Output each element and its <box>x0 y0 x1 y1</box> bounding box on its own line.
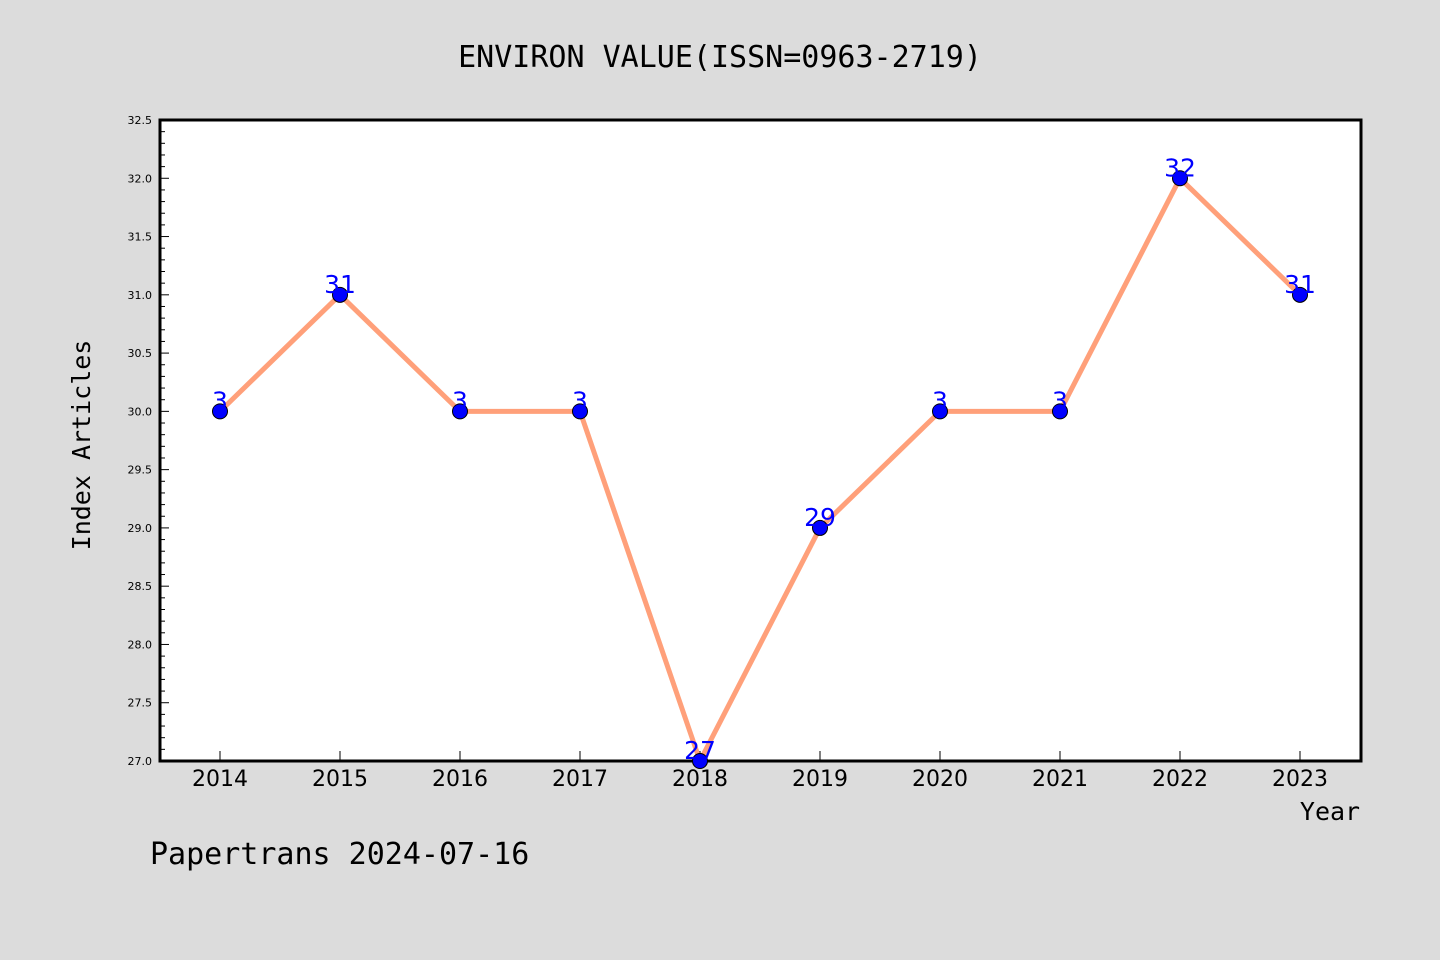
x-tick-label: 2020 <box>912 767 968 792</box>
data-point <box>1292 286 1308 303</box>
data-point <box>572 403 588 420</box>
y-tick-label: 27.0 <box>128 755 153 768</box>
chart-title: ENVIRON VALUE(ISSN=0963-2719) <box>458 40 982 75</box>
y-tick-label: 31.0 <box>128 289 153 302</box>
x-tick-label: 2014 <box>192 767 248 792</box>
data-point <box>212 403 228 420</box>
y-tick-label: 30.5 <box>128 347 153 360</box>
data-label: 3 <box>572 386 588 415</box>
y-axis-title: Index Articles <box>67 340 96 551</box>
y-tick-label: 29.5 <box>128 464 153 477</box>
data-label: 3 <box>452 386 468 415</box>
data-label: 31 <box>324 270 356 299</box>
y-tick-label: 28.0 <box>128 638 153 651</box>
x-tick-label: 2023 <box>1272 767 1328 792</box>
data-label: 3 <box>1052 386 1068 415</box>
y-tick-label: 32.5 <box>128 114 153 127</box>
data-points <box>212 170 1308 769</box>
data-label: 32 <box>1164 153 1196 182</box>
x-axis: 2014 2015 2016 2017 2018 2019 2020 2021 2022 2023 <box>192 751 1328 792</box>
x-tick-label: 2019 <box>792 767 848 792</box>
data-label: 3 <box>932 386 948 415</box>
x-tick-label: 2018 <box>672 767 728 792</box>
plot-area <box>158 118 1363 763</box>
data-point <box>1172 170 1188 187</box>
data-point <box>332 286 348 303</box>
data-point <box>692 753 708 769</box>
y-tick-label: 30.0 <box>128 405 153 418</box>
x-tick-label: 2022 <box>1152 767 1208 792</box>
series-line <box>218 175 1302 764</box>
x-tick-label: 2016 <box>432 767 488 792</box>
data-point <box>812 519 828 536</box>
y-tick-label: 28.5 <box>128 580 153 593</box>
data-label: 3 <box>212 386 228 415</box>
x-tick-label: 2017 <box>552 767 608 792</box>
y-tick-label: 32.0 <box>128 172 153 185</box>
x-tick-label: 2021 <box>1032 767 1088 792</box>
y-tick-label: 31.5 <box>128 231 153 244</box>
data-label: 29 <box>804 503 836 532</box>
footer-text: Papertrans 2024-07-16 <box>150 837 529 872</box>
x-tick-label: 2015 <box>312 767 368 792</box>
data-point <box>932 403 948 420</box>
x-axis-title: Year <box>1300 797 1360 826</box>
data-label: 31 <box>1284 270 1316 299</box>
y-tick-label: 29.0 <box>128 522 153 535</box>
data-point <box>1052 403 1068 420</box>
y-tick-label: 27.5 <box>128 697 153 710</box>
y-axis: 27.0 27.5 28.0 28.5 29.0 29.5 30.0 30.5 31.0 31.5… <box>128 114 169 768</box>
data-point <box>452 403 468 420</box>
data-label: 27 <box>684 736 716 765</box>
